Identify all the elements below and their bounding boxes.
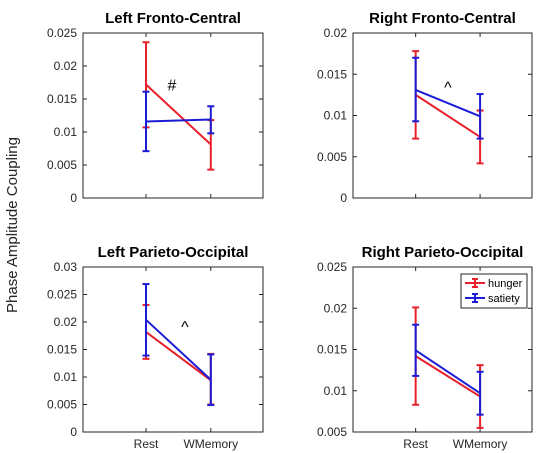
y-tick-label: 0.015 [317,343,347,357]
significance-marker: ^ [181,319,189,336]
series-satiety [142,283,215,407]
y-tick-label: 0.005 [317,150,347,164]
series-hunger [412,306,484,429]
chart-title: Left Parieto-Occipital [98,244,249,261]
y-tick-label: 0.02 [54,59,78,73]
y-tick-label: 0.015 [47,343,77,357]
significance-marker: ^ [444,79,452,96]
series-line-satiety [145,118,211,123]
y-tick-label: 0.01 [54,370,78,384]
y-tick-label: 0.015 [317,67,347,81]
y-tick-label: 0.005 [47,158,77,172]
x-tick-label: Rest [403,437,428,451]
chart-panel-1: Left Fronto-Central 0 0.005 0.01 0.015 0.02 0.… [47,10,264,205]
legend-label: hunger [488,278,523,290]
y-tick-label: 0.02 [54,315,78,329]
series-satiety [412,323,484,416]
chart-panel-3: Left Parieto-Occipital 0 0.005 0.01 0.015 0.0… [47,244,264,451]
series-line-satiety [415,349,481,395]
series-hunger [142,41,215,171]
y-tick-label: 0.025 [317,260,347,274]
series-satiety [412,56,484,140]
y-tick-label: 0.025 [47,288,77,302]
y-tick-label: 0.03 [54,260,78,274]
chart-panel-4: Right Parieto-Occipital 0.005 0.01 0.015 0.0… [317,244,533,451]
axes-box [352,32,533,199]
y-tick-label: 0.01 [54,125,78,139]
y-tick-label: 0.02 [324,301,348,315]
legend-item-satiety: satiety [465,293,520,305]
axes-box [82,32,264,199]
y-tick-label: 0.015 [47,92,77,106]
legend-label: satiety [488,293,520,305]
y-tick-label: 0.02 [324,26,348,40]
series-line-hunger [145,83,212,146]
series-line-satiety [145,319,212,381]
x-tick-label: WMemory [453,437,508,451]
series-satiety [142,90,215,153]
y-tick-label: 0.005 [317,425,347,439]
legend: hunger satiety [460,273,528,309]
y-tick-label: 0 [70,191,77,205]
series-line-hunger [415,355,481,398]
series-line-hunger [415,94,481,138]
chart-panel-2: Right Fronto-Central 0 0.005 0.01 0.015 0.02 ^ [317,10,533,205]
series-line-satiety [415,88,481,118]
y-tick-label: 0 [340,191,347,205]
legend-item-hunger: hunger [465,278,523,290]
series-line-hunger [145,331,212,382]
chart-title: Left Fronto-Central [105,10,241,27]
chart-title: Right Parieto-Occipital [362,244,524,261]
significance-marker: # [167,77,176,94]
series-hunger [412,50,484,165]
x-tick-label: Rest [134,437,159,451]
figure-y-axis-label: Phase Amplitude Coupling [4,137,21,313]
chart-title: Right Fronto-Central [369,10,516,27]
x-tick-label: WMemory [183,437,238,451]
y-tick-label: 0.01 [324,384,348,398]
y-tick-label: 0 [70,425,77,439]
axes-box [82,266,264,433]
series-hunger [142,303,215,406]
y-tick-label: 0.005 [47,398,77,412]
y-tick-label: 0.025 [47,26,77,40]
y-tick-label: 0.01 [324,109,348,123]
